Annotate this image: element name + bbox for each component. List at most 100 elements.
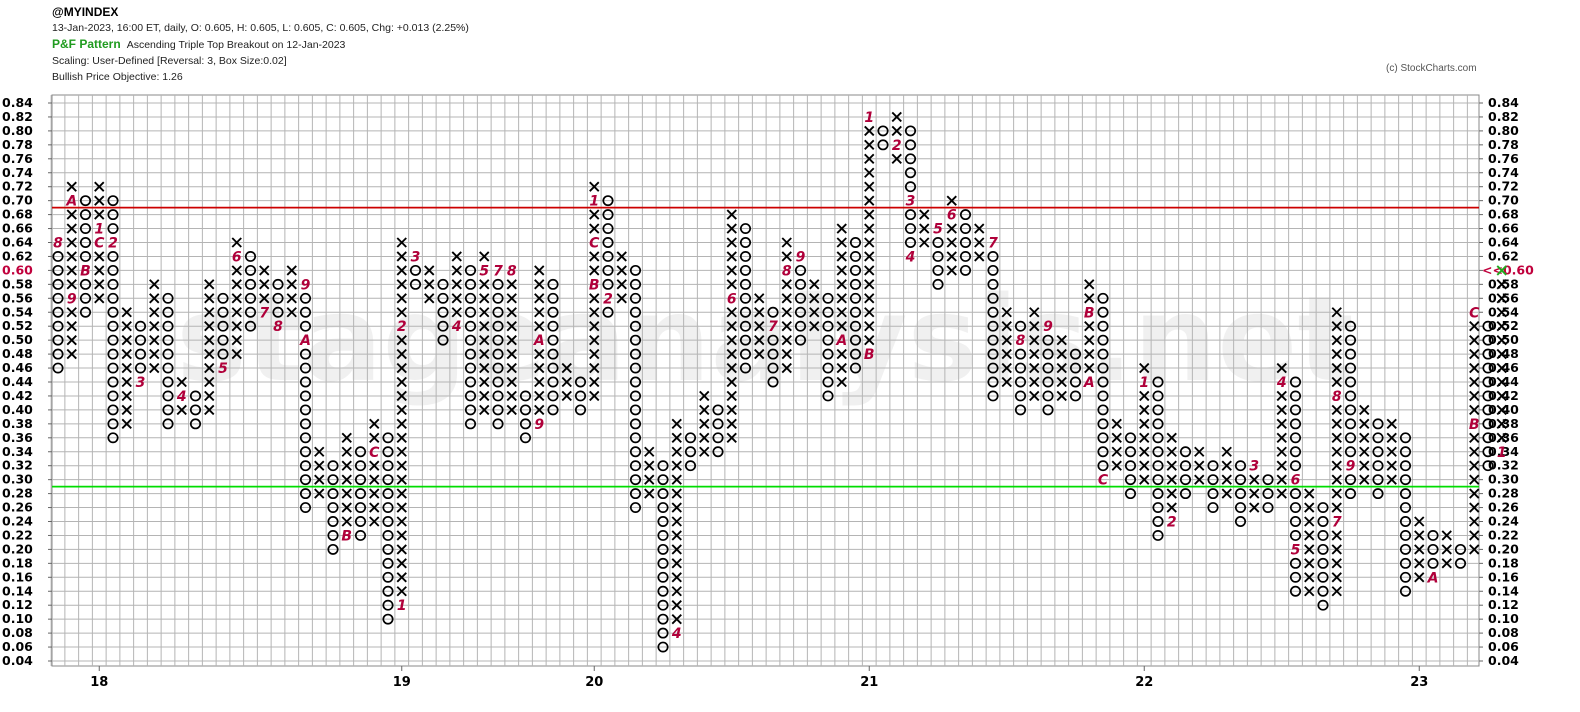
o-box bbox=[382, 502, 394, 513]
o-box bbox=[1097, 334, 1109, 346]
x-box bbox=[699, 446, 710, 457]
x-box bbox=[589, 390, 600, 402]
x-box bbox=[506, 348, 517, 360]
x-box bbox=[561, 362, 572, 374]
pnf-column bbox=[547, 278, 559, 416]
y-tick-label-left: 0.08 bbox=[2, 625, 33, 640]
x-box bbox=[259, 265, 270, 276]
pnf-column bbox=[189, 390, 202, 430]
o-box bbox=[299, 348, 312, 360]
month-marker: 2 bbox=[1167, 515, 1177, 531]
o-box bbox=[1399, 571, 1412, 583]
x-box bbox=[589, 307, 600, 318]
x-box bbox=[1441, 530, 1452, 541]
x-box bbox=[506, 376, 517, 388]
o-box bbox=[574, 376, 587, 388]
o-box bbox=[382, 613, 394, 625]
y-tick-label-left: 0.12 bbox=[2, 597, 33, 612]
pnf-column: B C 1 bbox=[589, 181, 600, 402]
x-box bbox=[396, 558, 407, 569]
x-box bbox=[1249, 502, 1260, 513]
o-box bbox=[1289, 432, 1302, 444]
x-box bbox=[94, 293, 105, 304]
x-box bbox=[891, 153, 902, 164]
x-box bbox=[506, 404, 517, 416]
month-marker: 1 bbox=[1497, 445, 1507, 461]
pnf-column bbox=[1372, 418, 1384, 500]
pnf-column bbox=[286, 265, 297, 318]
y-tick-label-left: 0.50 bbox=[2, 332, 33, 347]
y-tick-label-left: 0.58 bbox=[2, 276, 33, 291]
x-box bbox=[726, 418, 737, 430]
o-box bbox=[217, 292, 229, 304]
o-box bbox=[1454, 543, 1467, 555]
pnf-column bbox=[314, 446, 325, 499]
x-box bbox=[671, 558, 682, 569]
o-box bbox=[547, 278, 559, 290]
x-box bbox=[1166, 460, 1177, 471]
o-box bbox=[629, 292, 642, 304]
pnf-column: 2 bbox=[107, 195, 119, 444]
o-box bbox=[1097, 320, 1109, 332]
x-box bbox=[1111, 446, 1122, 457]
o-box bbox=[382, 488, 394, 500]
x-box bbox=[396, 362, 407, 374]
x-box bbox=[231, 293, 242, 304]
o-box bbox=[217, 334, 229, 346]
o-box bbox=[1152, 516, 1164, 527]
x-box bbox=[341, 516, 352, 527]
o-box bbox=[1372, 488, 1384, 500]
o-box bbox=[1069, 348, 1082, 360]
x-box bbox=[369, 432, 380, 443]
chart-header: @MYINDEX 13-Jan-2023, 16:00 ET, daily, O… bbox=[52, 4, 469, 85]
x-box bbox=[1331, 586, 1342, 597]
x-box bbox=[1029, 307, 1040, 318]
o-box bbox=[437, 334, 449, 346]
o-box bbox=[1069, 376, 1082, 388]
o-box bbox=[52, 348, 64, 360]
y-tick-label-right: 0.80 bbox=[1488, 123, 1519, 138]
pnf-column: 3 bbox=[409, 249, 422, 290]
o-box bbox=[437, 320, 449, 332]
x-box bbox=[1221, 488, 1232, 499]
x-box bbox=[1414, 558, 1425, 569]
x-box bbox=[506, 293, 517, 304]
o-box bbox=[657, 641, 669, 653]
x-box bbox=[836, 321, 847, 332]
pnf-column: BC bbox=[1469, 305, 1480, 555]
x-box bbox=[231, 307, 242, 318]
x-box bbox=[671, 446, 682, 457]
x-box bbox=[1001, 362, 1012, 374]
x-box bbox=[671, 572, 682, 583]
o-box bbox=[1042, 334, 1054, 346]
x-box bbox=[204, 334, 215, 346]
x-box bbox=[1139, 390, 1150, 402]
o-box bbox=[107, 292, 119, 304]
pnf-column bbox=[1111, 418, 1122, 471]
x-box bbox=[836, 279, 847, 290]
y-tick-label-right: 0.12 bbox=[1488, 597, 1519, 612]
o-box bbox=[1482, 446, 1494, 458]
o-box bbox=[849, 278, 862, 290]
x-box bbox=[919, 237, 930, 248]
x-box bbox=[231, 348, 242, 360]
o-box bbox=[1482, 460, 1494, 472]
x-box bbox=[451, 307, 462, 318]
o-box bbox=[987, 264, 999, 276]
month-marker: A bbox=[533, 333, 545, 349]
o-box bbox=[657, 460, 669, 472]
y-tick-label-right: 0.10 bbox=[1488, 611, 1519, 626]
o-box bbox=[272, 292, 284, 304]
x-box bbox=[919, 223, 930, 234]
month-marker: C bbox=[1469, 305, 1480, 321]
y-tick-label-right: 0.84 bbox=[1488, 95, 1519, 110]
pnf-column bbox=[204, 279, 215, 416]
pnf-column: 3 bbox=[134, 320, 147, 391]
x-box bbox=[1331, 334, 1342, 346]
pnf-column bbox=[121, 307, 132, 430]
o-box bbox=[629, 502, 642, 513]
x-box bbox=[1331, 362, 1342, 374]
o-box bbox=[1234, 460, 1247, 472]
x-box bbox=[1469, 474, 1480, 485]
x-box bbox=[864, 125, 875, 137]
